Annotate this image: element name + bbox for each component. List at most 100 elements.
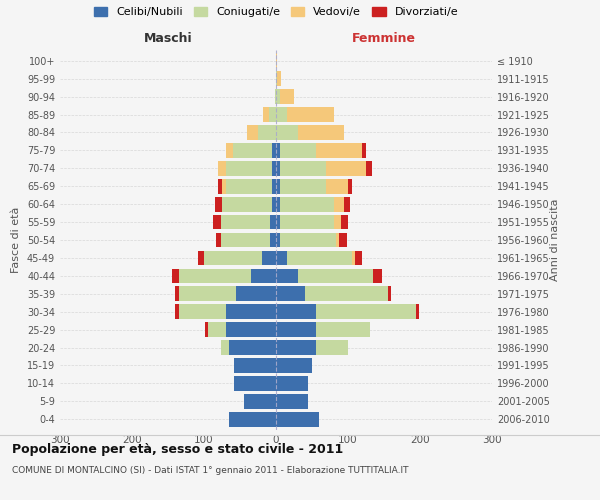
Bar: [247, 125, 258, 140]
Y-axis label: Anni di nascita: Anni di nascita: [550, 198, 560, 281]
Bar: [179, 268, 251, 283]
Bar: [305, 286, 388, 301]
Bar: [276, 161, 280, 176]
Bar: [280, 197, 334, 212]
Bar: [226, 161, 272, 176]
Bar: [276, 412, 319, 426]
Bar: [348, 179, 352, 194]
Bar: [326, 179, 348, 194]
Bar: [276, 304, 316, 319]
Bar: [179, 304, 226, 319]
Y-axis label: Fasce di età: Fasce di età: [11, 207, 21, 273]
Bar: [175, 304, 179, 319]
Bar: [326, 161, 366, 176]
Bar: [269, 107, 276, 122]
Bar: [198, 250, 204, 266]
Bar: [276, 90, 280, 104]
Bar: [276, 340, 316, 355]
Bar: [280, 161, 326, 176]
Bar: [172, 268, 179, 283]
Bar: [276, 125, 298, 140]
Bar: [373, 268, 382, 283]
Bar: [233, 143, 272, 158]
Bar: [276, 197, 280, 212]
Bar: [334, 214, 341, 230]
Bar: [276, 107, 287, 122]
Bar: [276, 54, 277, 68]
Bar: [262, 250, 276, 266]
Bar: [277, 72, 281, 86]
Bar: [280, 179, 326, 194]
Bar: [276, 358, 312, 373]
Bar: [226, 304, 276, 319]
Bar: [334, 197, 344, 212]
Bar: [280, 90, 294, 104]
Bar: [388, 286, 391, 301]
Bar: [218, 179, 222, 194]
Bar: [226, 143, 233, 158]
Bar: [221, 340, 229, 355]
Bar: [229, 412, 276, 426]
Bar: [276, 214, 280, 230]
Bar: [276, 376, 308, 390]
Bar: [272, 161, 276, 176]
Bar: [270, 232, 276, 248]
Bar: [229, 340, 276, 355]
Bar: [276, 286, 305, 301]
Bar: [276, 394, 308, 408]
Bar: [316, 322, 370, 337]
Text: Maschi: Maschi: [143, 32, 193, 44]
Bar: [287, 107, 334, 122]
Text: Femmine: Femmine: [352, 32, 416, 44]
Bar: [236, 286, 276, 301]
Bar: [212, 214, 221, 230]
Bar: [215, 232, 221, 248]
Bar: [208, 322, 226, 337]
Bar: [205, 322, 208, 337]
Legend: Celibi/Nubili, Coniugati/e, Vedovi/e, Divorziati/e: Celibi/Nubili, Coniugati/e, Vedovi/e, Di…: [89, 2, 463, 22]
Bar: [316, 340, 348, 355]
Bar: [234, 376, 276, 390]
Bar: [355, 250, 362, 266]
Bar: [263, 107, 269, 122]
Bar: [272, 143, 276, 158]
Bar: [175, 286, 179, 301]
Bar: [298, 268, 373, 283]
Text: Popolazione per età, sesso e stato civile - 2011: Popolazione per età, sesso e stato civil…: [12, 442, 343, 456]
Bar: [222, 197, 272, 212]
Bar: [276, 72, 277, 86]
Bar: [204, 250, 262, 266]
Bar: [276, 250, 287, 266]
Bar: [316, 304, 416, 319]
Bar: [416, 304, 419, 319]
Bar: [272, 197, 276, 212]
Bar: [276, 232, 280, 248]
Bar: [280, 232, 336, 248]
Bar: [251, 268, 276, 283]
Bar: [258, 125, 276, 140]
Bar: [287, 250, 352, 266]
Bar: [222, 179, 226, 194]
Bar: [340, 232, 347, 248]
Bar: [362, 143, 366, 158]
Bar: [218, 161, 226, 176]
Bar: [226, 322, 276, 337]
Text: COMUNE DI MONTALCINO (SI) - Dati ISTAT 1° gennaio 2011 - Elaborazione TUTTITALIA: COMUNE DI MONTALCINO (SI) - Dati ISTAT 1…: [12, 466, 409, 475]
Bar: [226, 179, 272, 194]
Bar: [270, 214, 276, 230]
Bar: [179, 286, 236, 301]
Bar: [366, 161, 372, 176]
Bar: [280, 214, 334, 230]
Bar: [336, 232, 340, 248]
Bar: [276, 179, 280, 194]
Bar: [272, 179, 276, 194]
Bar: [280, 143, 316, 158]
Bar: [276, 322, 316, 337]
Bar: [341, 214, 348, 230]
Bar: [344, 197, 350, 212]
Bar: [221, 214, 270, 230]
Bar: [298, 125, 344, 140]
Bar: [276, 143, 280, 158]
Bar: [244, 394, 276, 408]
Bar: [352, 250, 355, 266]
